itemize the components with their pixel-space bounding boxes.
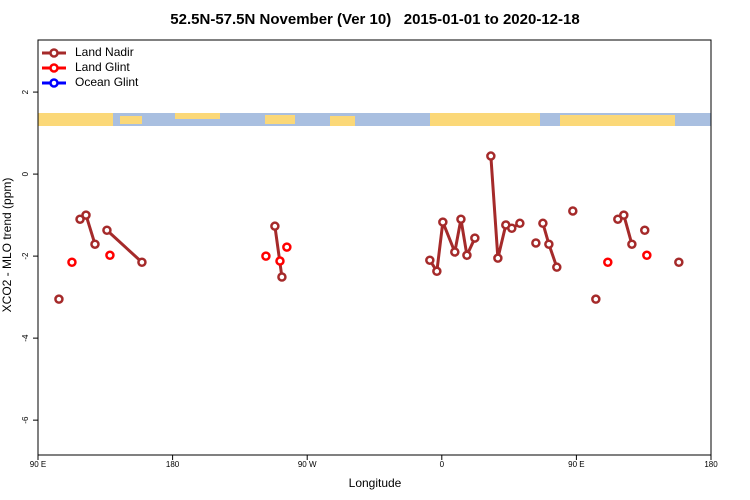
point [75, 214, 85, 224]
point [425, 255, 435, 265]
point [515, 218, 525, 229]
point [81, 210, 91, 220]
point [493, 253, 503, 263]
legend-label: Land Nadir [75, 45, 134, 59]
point [552, 262, 562, 272]
point [470, 233, 480, 243]
map-strip [38, 113, 711, 126]
y-axis-label: XCO2 - MLO trend (ppm) [0, 178, 14, 313]
point [591, 294, 601, 304]
point [450, 247, 460, 257]
x-tick-label: 180 [166, 460, 180, 469]
point [613, 214, 623, 224]
x-tick-label: 90 E [30, 460, 46, 469]
point [538, 218, 548, 229]
chart-title: 52.5N-57.5N November (Ver 10) 2015-01-01… [170, 11, 579, 28]
legend-label: Ocean Glint [75, 75, 139, 89]
point [568, 206, 578, 216]
x-tick-label: 180 [704, 460, 718, 469]
x-tick-label: 0 [440, 460, 445, 469]
x-tick-label: 90 E [568, 460, 584, 469]
point [642, 250, 652, 261]
point [462, 250, 472, 261]
y-tick-label: 0 [21, 171, 30, 176]
point [544, 239, 554, 249]
legend-label: Land Glint [75, 60, 130, 74]
legend-marker [49, 78, 59, 88]
point [67, 257, 77, 268]
point [270, 221, 280, 231]
y-tick-label: -2 [21, 252, 30, 260]
y-tick-label: -6 [21, 416, 30, 424]
point [102, 225, 112, 236]
legend-marker [49, 63, 59, 73]
point [275, 256, 285, 266]
point [282, 242, 292, 252]
point [54, 294, 64, 304]
y-tick-label: -4 [21, 334, 30, 342]
point [277, 272, 287, 282]
point [531, 238, 541, 248]
point [619, 210, 629, 220]
point [456, 214, 466, 224]
point [603, 257, 613, 268]
point [90, 239, 100, 249]
series-line [80, 156, 679, 277]
legend-marker [49, 48, 59, 58]
point [627, 239, 637, 249]
point [261, 251, 271, 261]
x-tick-label: 90 W [298, 460, 317, 469]
point [438, 217, 448, 227]
plot-frame [37, 39, 712, 456]
y-tick-label: 2 [21, 89, 30, 94]
point [674, 257, 684, 268]
point [432, 266, 442, 277]
point [105, 250, 115, 261]
point [507, 223, 517, 233]
point [486, 151, 496, 161]
point [137, 257, 147, 268]
x-axis-label: Longitude [349, 476, 402, 490]
point [639, 225, 650, 236]
